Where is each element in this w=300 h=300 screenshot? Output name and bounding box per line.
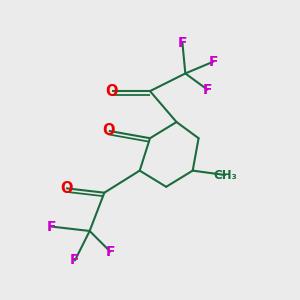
Text: F: F [70, 254, 80, 267]
Text: F: F [203, 82, 212, 97]
Text: O: O [106, 84, 118, 99]
Text: F: F [46, 220, 56, 234]
Text: CH₃: CH₃ [213, 169, 237, 182]
Text: F: F [178, 35, 187, 50]
Text: O: O [103, 123, 115, 138]
Text: F: F [208, 55, 218, 69]
Text: F: F [106, 244, 115, 259]
Text: O: O [60, 181, 72, 196]
